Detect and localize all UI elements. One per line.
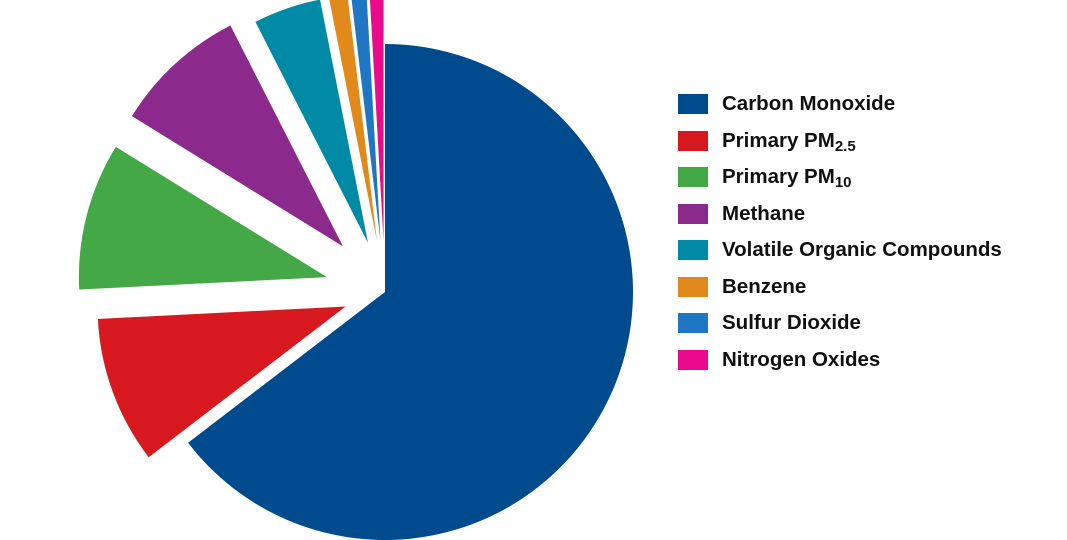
legend-label-text: Benzene — [722, 274, 807, 298]
pie-slice-carbon-monoxide — [188, 44, 633, 540]
legend-swatch — [678, 167, 708, 188]
legend-label: Nitrogen Oxides — [722, 348, 880, 372]
pie-slice-volatile-organic-compounds — [255, 0, 368, 243]
legend-label-text: Carbon Monoxide — [722, 92, 896, 116]
legend: Carbon Monoxide Primary PM2.5 Primary PM10… — [678, 86, 1063, 378]
legend-swatch — [678, 203, 708, 224]
legend-label: Carbon Monoxide — [722, 92, 895, 116]
pie-slice-sulfur-dioxide — [351, 0, 381, 241]
legend-label-text: Primary PM — [722, 165, 835, 189]
legend-item: Benzene — [678, 269, 1063, 306]
legend-label-subscript: 10 — [834, 174, 852, 192]
legend-label: Primary PM10 — [722, 165, 852, 192]
legend-label: Benzene — [722, 275, 806, 299]
legend-item: Primary PM2.5 — [678, 123, 1063, 160]
legend-label: Sulfur Dioxide — [722, 311, 861, 335]
legend-item: Carbon Monoxide — [678, 86, 1063, 123]
legend-swatch — [678, 276, 708, 297]
legend-swatch — [678, 240, 708, 261]
legend-label-text: Methane — [722, 201, 806, 225]
legend-item: Sulfur Dioxide — [678, 305, 1063, 342]
legend-item: Volatile Organic Compounds — [678, 232, 1063, 269]
pie-chart — [78, 0, 633, 540]
legend-label-text: Primary PM — [722, 128, 835, 152]
legend-label: Methane — [722, 202, 805, 226]
pie-slice-primary-pm10 — [78, 146, 327, 290]
pie-slice-nitrogen-oxides — [369, 0, 384, 241]
pie-slice-methane — [131, 25, 343, 247]
legend-item: Primary PM10 — [678, 159, 1063, 196]
legend-swatch — [678, 349, 708, 370]
legend-label-text: Volatile Organic Compounds — [722, 238, 1002, 262]
legend-swatch — [678, 313, 708, 334]
legend-item: Nitrogen Oxides — [678, 342, 1063, 379]
legend-label-subscript: 2.5 — [834, 137, 856, 155]
legend-label-text: Nitrogen Oxides — [722, 347, 881, 371]
legend-item: Methane — [678, 196, 1063, 233]
pie-slice-benzene — [329, 0, 377, 241]
legend-swatch — [678, 130, 708, 151]
legend-label: Volatile Organic Compounds — [722, 238, 1002, 262]
legend-label: Primary PM2.5 — [722, 128, 856, 155]
legend-swatch — [678, 94, 708, 115]
pie-slice-primary-pm2-5 — [97, 306, 346, 458]
legend-label-text: Sulfur Dioxide — [722, 311, 861, 335]
